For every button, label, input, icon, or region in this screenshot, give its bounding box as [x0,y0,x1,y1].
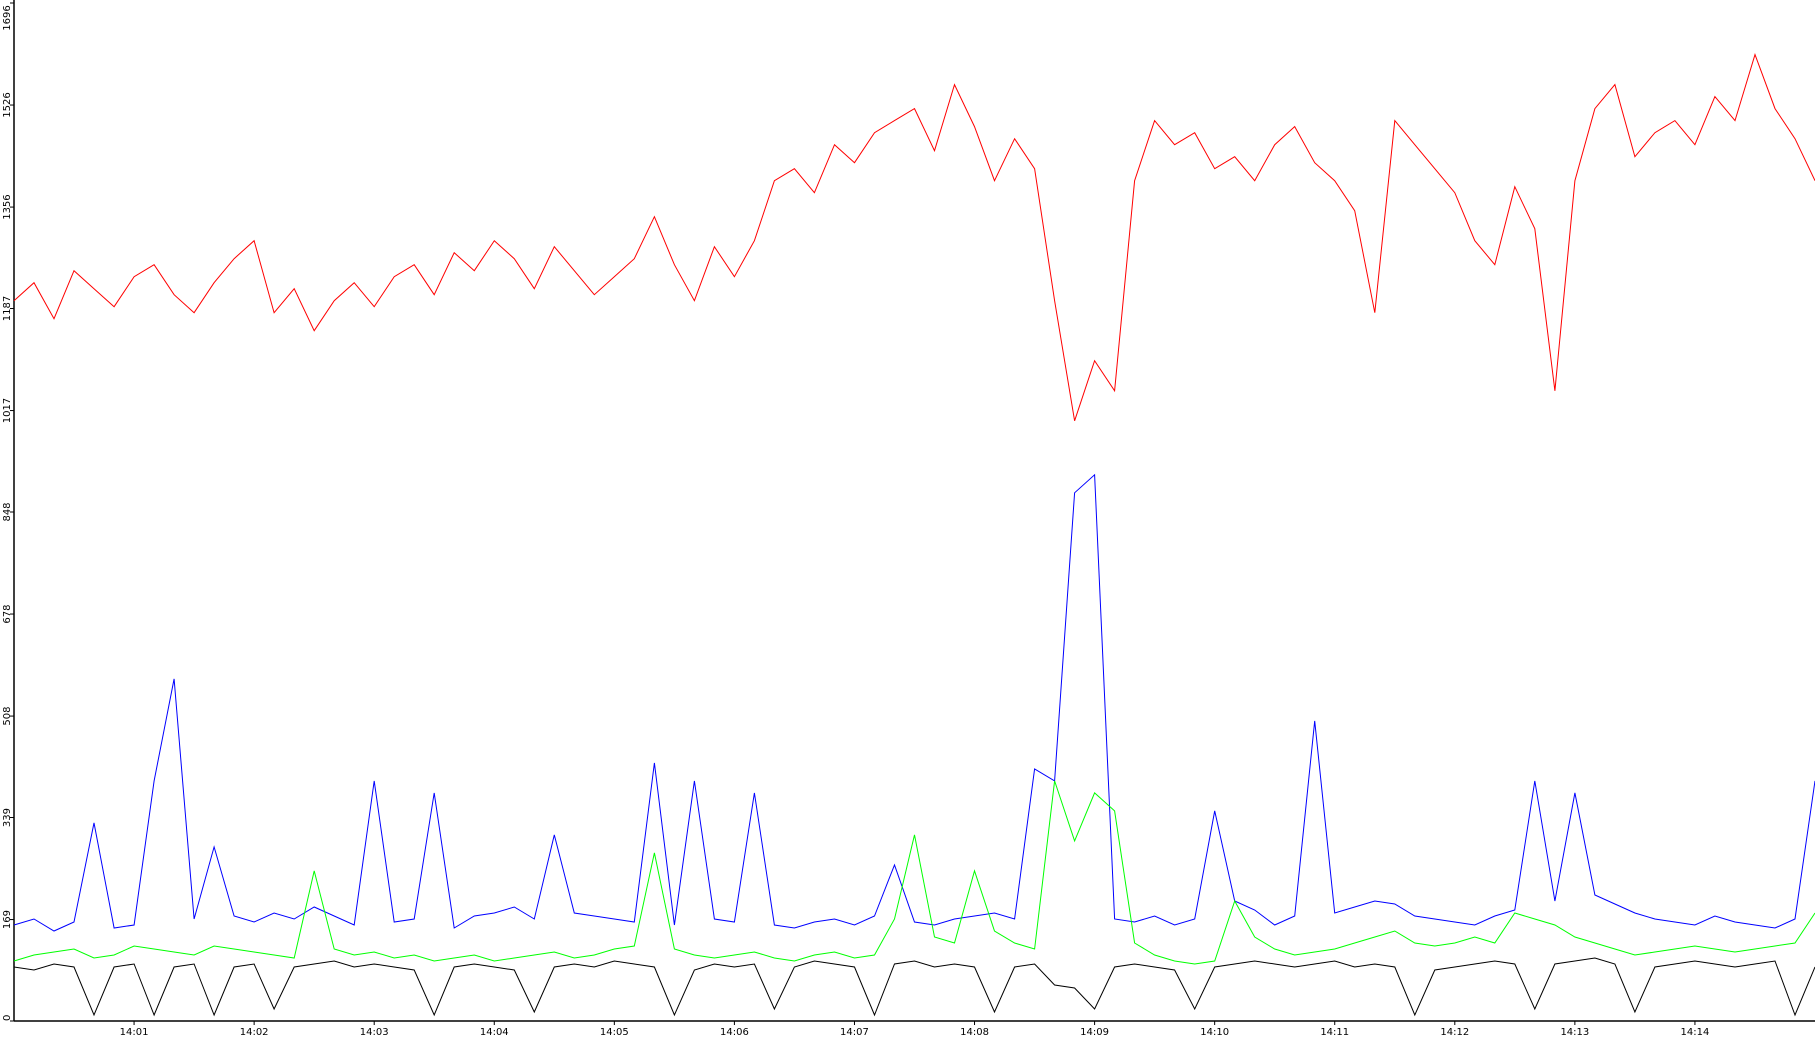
y-tick-label: 339 [2,808,13,827]
series-line [13,957,1815,1017]
x-tick-label: 14:03 [360,1027,389,1038]
x-tick-label: 14:11 [1320,1027,1349,1038]
y-tick-label: 848 [2,502,13,521]
y-tick-label: 678 [2,604,13,623]
series-line [13,53,1815,421]
x-tick-label: 14:06 [720,1027,749,1038]
x-tick-label: 14:07 [840,1027,869,1038]
x-tick-label: 14:14 [1681,1027,1710,1038]
x-tick-label: 14:09 [1080,1027,1109,1038]
y-tick-label: 1356 [2,194,13,219]
y-tick-label: 1017 [2,398,13,423]
x-tick-label: 14:05 [600,1027,629,1038]
x-tick-label: 14:02 [240,1027,269,1038]
x-tick-label: 14:01 [120,1027,149,1038]
y-tick-label: 169 [2,910,13,929]
x-tick-label: 14:10 [1200,1027,1229,1038]
x-tick-label: 14:12 [1440,1027,1469,1038]
series-line [13,780,1815,965]
y-tick-label: 508 [2,707,13,726]
y-tick-label: 1696 [2,5,13,30]
series-line [13,473,1815,932]
x-tick-label: 14:13 [1560,1027,1589,1038]
x-tick-label: 14:08 [960,1027,989,1038]
x-tick-label: 14:04 [480,1027,509,1038]
y-tick-label: 1187 [2,296,13,321]
y-tick-label: 0 [2,1015,13,1021]
y-tick-label: 1526 [2,92,13,117]
